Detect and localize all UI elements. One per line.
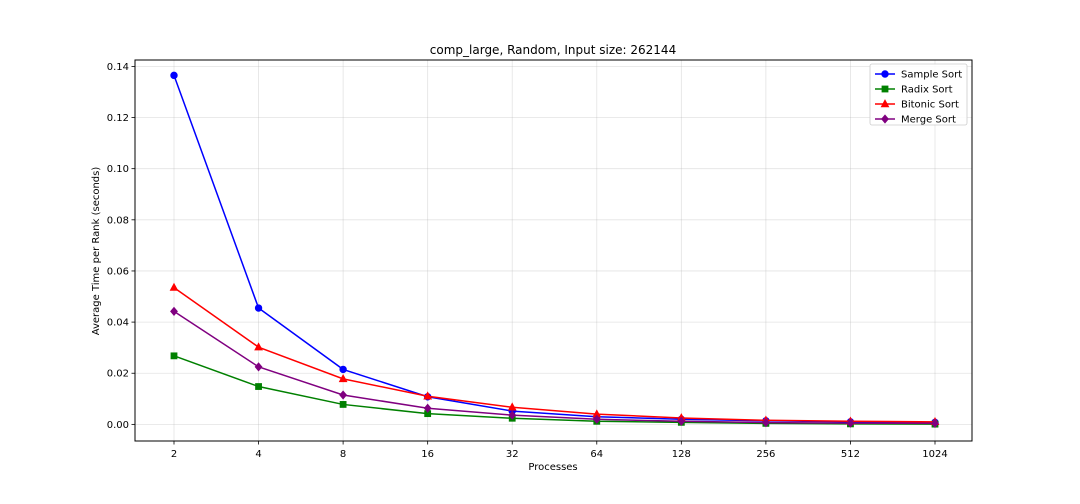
y-axis: 0.00 0.02 0.04 0.06 0.08 0.10 0.12 0.14 (107, 62, 135, 431)
data-point-merge-sort (254, 362, 263, 372)
data-point-merge-sort (170, 306, 178, 316)
series-line-bitonic-sort (173, 286, 936, 423)
legend-label: Merge Sort (901, 115, 956, 126)
x-tick-label: 256 (756, 449, 775, 460)
legend: Sample Sort Radix Sort Bitonic Sort Merge S… (869, 63, 968, 126)
data-point-radix-sort (255, 383, 262, 390)
legend-marker (880, 99, 890, 108)
legend-label: Sample Sort (901, 70, 962, 81)
chart-title: comp_large, Random, Input size: 262144 (430, 43, 676, 57)
data-point-bitonic-sort (507, 402, 517, 411)
data-point-bitonic-sort (254, 342, 263, 351)
series-line-merge-sort (173, 310, 936, 425)
y-tick-label: 0.14 (107, 62, 129, 73)
legend-item-radix-sort: Radix Sort (875, 85, 953, 96)
data-point-sample-sort (339, 365, 347, 374)
y-tick-label: 0.10 (107, 164, 129, 175)
data-point-radix-sort (339, 401, 347, 408)
data-point-merge-sort (846, 418, 855, 428)
series-line-radix-sort (173, 355, 936, 425)
data-point-merge-sort (339, 390, 348, 400)
data-point-merge-sort (423, 403, 432, 413)
series-merge-sort (170, 306, 939, 428)
y-tick-label: 0.00 (107, 420, 129, 431)
x-axis-label: Processes (528, 462, 577, 473)
legend-marker (881, 85, 889, 93)
y-tick-label: 0.06 (107, 266, 129, 277)
x-tick-label: 64 (590, 449, 603, 460)
data-point-merge-sort (677, 416, 686, 426)
legend-item-bitonic-sort: Bitonic Sort (875, 99, 959, 111)
y-tick-label: 0.02 (107, 369, 129, 380)
y-tick-label: 0.04 (107, 318, 129, 329)
legend-marker (881, 70, 889, 78)
legend-label: Bitonic Sort (901, 100, 959, 111)
x-tick-label: 8 (340, 449, 346, 460)
data-point-radix-sort (170, 352, 178, 360)
x-axis: 2 4 8 16 32 64 128 256 512 1024 (171, 441, 948, 460)
data-point-bitonic-sort (423, 391, 433, 400)
x-tick-label: 128 (672, 449, 691, 460)
x-tick-label: 16 (421, 449, 434, 460)
x-tick-label: 1024 (922, 449, 947, 460)
y-axis-label: Average Time per Rank (seconds) (91, 167, 102, 336)
data-point-bitonic-sort (169, 282, 179, 291)
data-point-merge-sort (931, 418, 939, 428)
legend-marker (881, 114, 889, 124)
data-point-merge-sort (508, 410, 517, 420)
y-tick-label: 0.08 (107, 215, 129, 226)
data-point-bitonic-sort (338, 374, 348, 383)
data-point-merge-sort (761, 417, 770, 428)
data-point-sample-sort (170, 71, 178, 80)
data-point-merge-sort (592, 414, 601, 424)
legend-box (869, 63, 968, 126)
x-tick-label: 32 (506, 449, 519, 460)
data-point-sample-sort (254, 304, 263, 312)
legend-item-merge-sort: Merge Sort (875, 114, 956, 126)
series-layer (169, 71, 940, 428)
legend-item-sample-sort: Sample Sort (875, 70, 962, 81)
x-tick-label: 2 (171, 449, 177, 460)
plot-area-frame (134, 59, 973, 442)
x-tick-label: 4 (255, 449, 261, 460)
y-tick-label: 0.12 (107, 113, 129, 124)
legend-label: Radix Sort (901, 85, 953, 96)
x-tick-label: 512 (841, 449, 860, 460)
